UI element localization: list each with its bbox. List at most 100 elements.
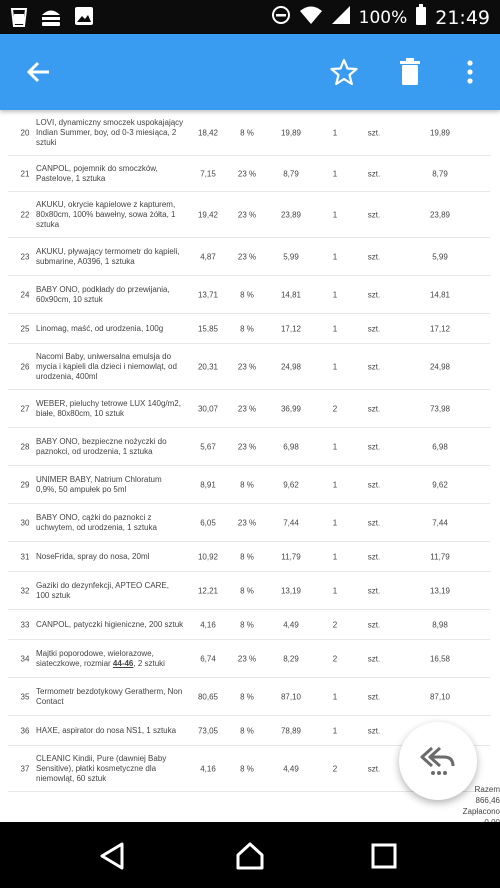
row-divider: [8, 191, 490, 192]
item-total: 8,98: [432, 620, 448, 630]
item-net-price: 5,67: [200, 442, 216, 452]
item-quantity: 2: [332, 654, 338, 664]
item-number: 30: [20, 518, 30, 528]
item-quantity: 2: [332, 764, 338, 774]
item-vat-rate: 8 %: [240, 726, 254, 736]
item-total: 11,79: [430, 552, 450, 562]
item-name: LOVI, dynamiczny smoczek uspokajający In…: [36, 118, 184, 147]
delete-button[interactable]: [386, 48, 434, 96]
nav-back-icon: [100, 842, 124, 870]
item-net-price: 13,71: [197, 290, 219, 300]
nav-back-button[interactable]: [94, 838, 130, 874]
item-gross-price: 36,99: [280, 404, 302, 414]
item-number: 26: [20, 362, 30, 372]
item-unit: szt.: [367, 480, 381, 490]
item-net-price: 18,42: [197, 128, 219, 138]
invoice-items-list[interactable]: 20 LOVI, dynamiczny smoczek uspokajający …: [0, 110, 500, 822]
back-arrow-icon: [26, 61, 49, 83]
row-divider: [8, 745, 490, 746]
back-button[interactable]: [14, 48, 62, 96]
item-net-price: 80,65: [197, 692, 219, 702]
row-divider: [8, 155, 490, 156]
item-gross-price: 14,81: [280, 290, 302, 300]
item-gross-price: 8,79: [283, 169, 299, 179]
item-number: 25: [20, 324, 30, 334]
item-quantity: 1: [332, 442, 338, 452]
favorite-button[interactable]: [320, 48, 368, 96]
table-row[interactable]: 26 Nacomi Baby, uniwersalna emulsja do my…: [0, 344, 500, 390]
item-unit: szt.: [367, 552, 381, 562]
table-row[interactable]: 21 CANPOL, pojemnik do smoczków, Pastelov…: [0, 156, 500, 192]
item-name-tail: , 2 sztuki: [133, 659, 165, 668]
table-row[interactable]: 30 BABY ONO, cążki do paznokci z uchwytem…: [0, 504, 500, 542]
table-row[interactable]: 31 NoseFrida, spray do nosa, 20ml 10,92 8 %…: [0, 542, 500, 572]
total-label: Razem: [474, 785, 500, 794]
system-nav-bar: [0, 822, 500, 888]
table-row[interactable]: 33 CANPOL, patyczki higieniczne, 200 sztu…: [0, 610, 500, 640]
table-row[interactable]: 37 CLEANIC Kindii, Pure (dawniej Baby Sen…: [0, 746, 500, 792]
table-row[interactable]: 27 WEBER, pieluchy tetrowe LUX 140g/m2, b…: [0, 390, 500, 428]
table-row[interactable]: 20 LOVI, dynamiczny smoczek uspokajający …: [0, 110, 500, 156]
item-name: BABY ONO, cążki do paznokci z uchwytem, …: [36, 513, 157, 532]
item-unit: szt.: [367, 692, 381, 702]
nav-home-button[interactable]: [232, 838, 268, 874]
row-divider: [8, 677, 490, 678]
row-divider: [8, 541, 490, 542]
item-vat-rate: 23 %: [237, 210, 257, 220]
item-number: 23: [20, 252, 30, 262]
nav-recents-button[interactable]: [366, 838, 402, 874]
item-vat-rate: 23 %: [237, 518, 257, 528]
item-name: NoseFrida, spray do nosa, 20ml: [36, 552, 150, 561]
item-name: AKUKU, okrycie kąpielowe z kapturem, 80x…: [36, 200, 176, 229]
table-row[interactable]: 29 UNIMER BABY, Natrium Chloratum 0,9%, 5…: [0, 466, 500, 504]
item-vat-rate: 8 %: [240, 764, 254, 774]
more-options-button[interactable]: [446, 48, 494, 96]
item-number: 36: [20, 726, 30, 736]
table-row[interactable]: 22 AKUKU, okrycie kąpielowe z kapturem, 8…: [0, 192, 500, 238]
table-row[interactable]: 28 BABY ONO, bezpieczne nożyczki do pazno…: [0, 428, 500, 466]
item-vat-rate: 23 %: [237, 654, 257, 664]
item-unit: szt.: [367, 324, 381, 334]
item-gross-price: 17,12: [280, 324, 302, 334]
item-size-link[interactable]: 44-46: [112, 659, 134, 668]
row-divider: [8, 715, 490, 716]
item-number: 21: [20, 169, 30, 179]
item-number: 34: [20, 654, 30, 664]
item-unit: szt.: [367, 290, 381, 300]
item-name: AKUKU, pływający termometr do kąpieli, s…: [36, 247, 180, 266]
item-gross-price: 6,98: [283, 442, 299, 452]
nav-home-icon: [236, 842, 264, 870]
dnd-icon: [271, 5, 291, 30]
item-unit: szt.: [367, 654, 381, 664]
table-row[interactable]: 24 BABY ONO, podkłady do przewijania, 60x…: [0, 276, 500, 314]
item-vat-rate: 8 %: [240, 128, 254, 138]
item-gross-price: 9,62: [283, 480, 299, 490]
item-number: 27: [20, 404, 30, 414]
item-name: Linomag, maść, od urodzenia, 100g: [36, 324, 164, 333]
table-row[interactable]: 25 Linomag, maść, od urodzenia, 100g 15,85…: [0, 314, 500, 344]
item-quantity: 1: [332, 169, 338, 179]
burger-icon: [40, 6, 62, 33]
item-unit: szt.: [367, 128, 381, 138]
table-row[interactable]: 23 AKUKU, pływający termometr do kąpieli,…: [0, 238, 500, 276]
item-vat-rate: 8 %: [240, 620, 254, 630]
item-unit: szt.: [367, 764, 381, 774]
item-total: 5,99: [432, 252, 448, 262]
item-unit: szt.: [367, 442, 381, 452]
table-row[interactable]: 34 Majtki poporodowe, wielorazowe, siatec…: [0, 640, 500, 678]
item-gross-price: 5,99: [283, 252, 299, 262]
reply-all-icon: [420, 746, 455, 775]
item-net-price: 8,91: [200, 480, 216, 490]
item-unit: szt.: [367, 169, 381, 179]
table-row[interactable]: 32 Gaziki do dezynfekcji, APTEO CARE, 100…: [0, 572, 500, 610]
item-name: HAXE, aspirator do nosa NS1, 1 sztuka: [36, 726, 177, 735]
item-number: 29: [20, 480, 30, 490]
table-row[interactable]: 36 HAXE, aspirator do nosa NS1, 1 sztuka 7…: [0, 716, 500, 746]
item-quantity: 2: [332, 620, 338, 630]
item-total: 14,81: [429, 290, 451, 300]
table-row[interactable]: 35 Termometr bezdotykowy Geratherm, Non C…: [0, 678, 500, 716]
share-fab[interactable]: [399, 722, 477, 800]
item-total: 7,44: [432, 518, 448, 528]
item-name: BABY ONO, podkłady do przewijania, 60x90…: [36, 285, 170, 304]
item-total: 6,98: [432, 442, 448, 452]
